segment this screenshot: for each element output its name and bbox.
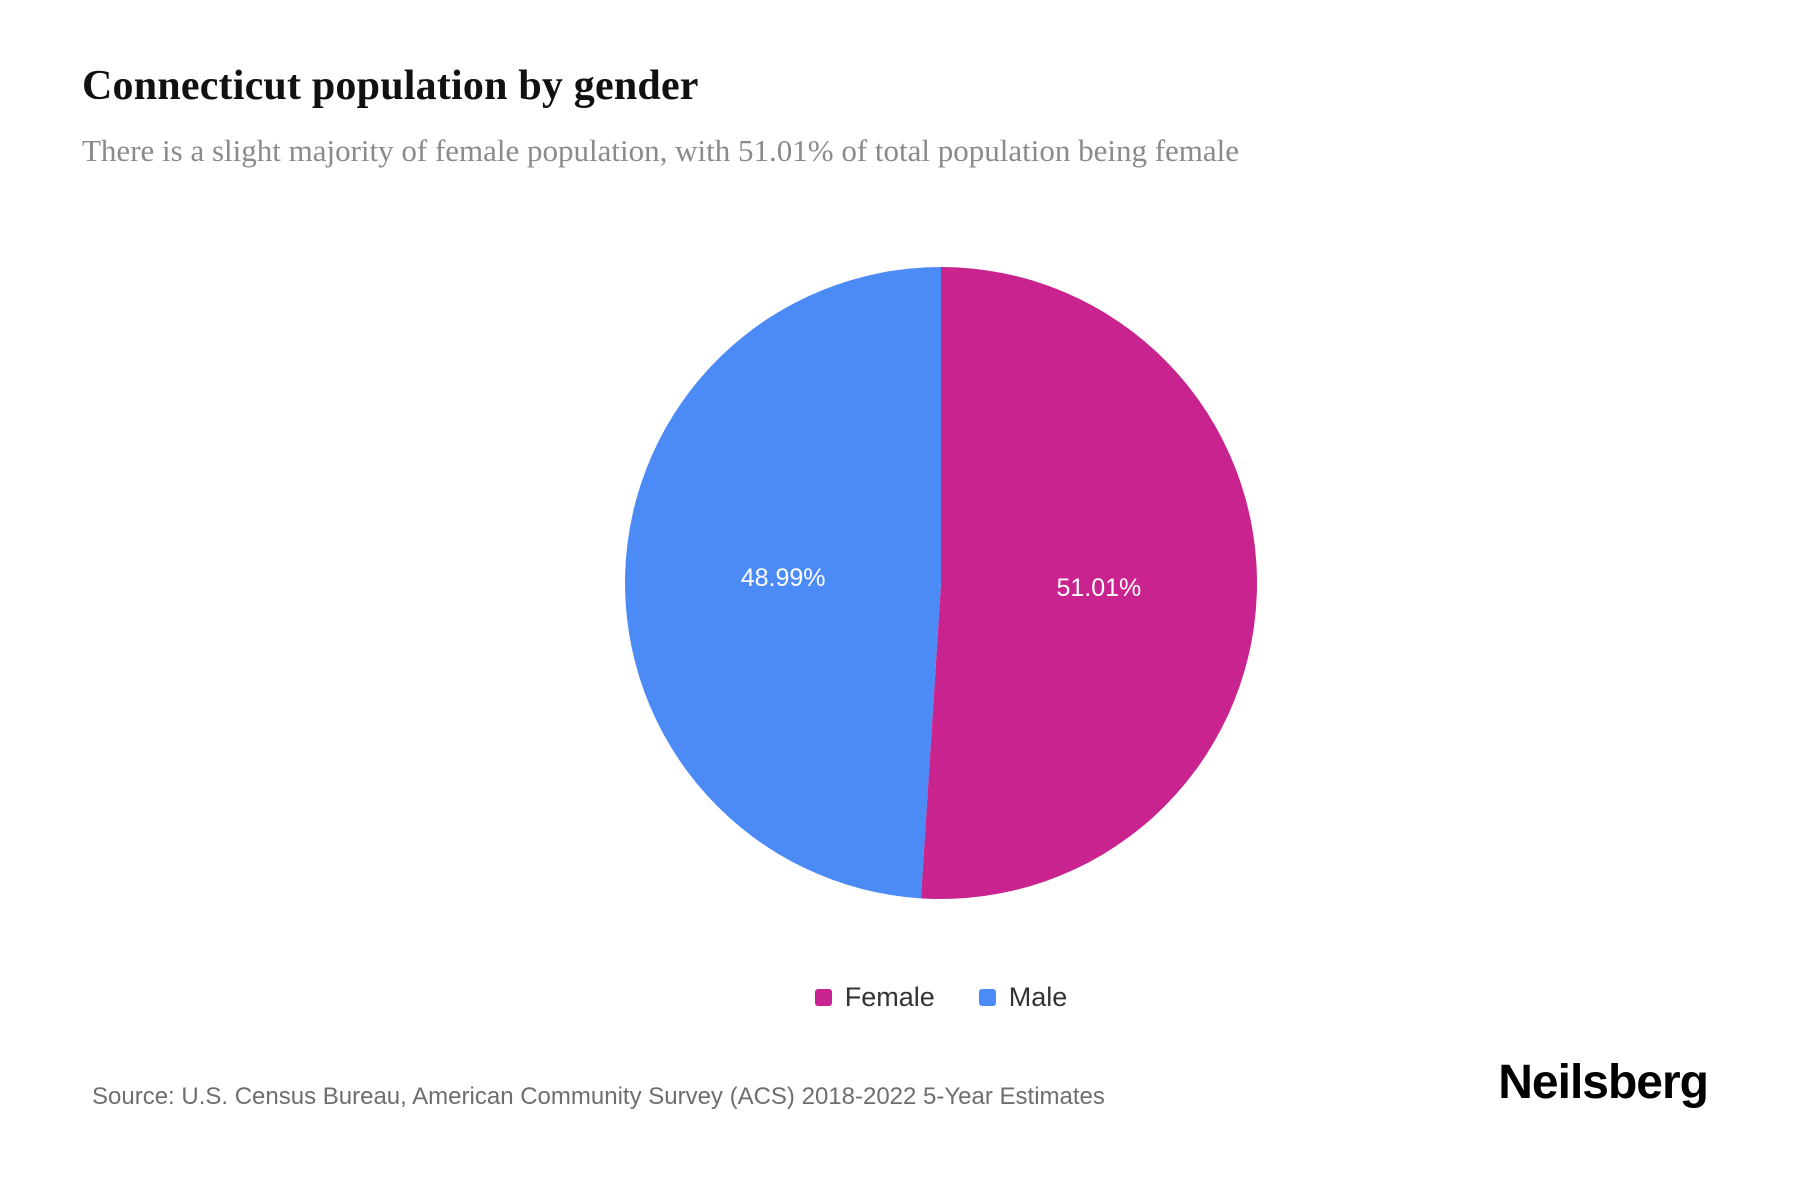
pie-chart: 51.01% 48.99% (621, 263, 1261, 903)
chart-subtitle: There is a slight majority of female pop… (82, 133, 1240, 168)
neilsberg-logo[interactable]: Neilsberg (1498, 1056, 1709, 1109)
pie-slice-female[interactable] (920, 267, 1257, 899)
legend-swatch-female (814, 989, 832, 1006)
legend-item-male[interactable]: Male (978, 982, 1068, 1013)
pie-slice-label-female: 51.01% (1057, 574, 1142, 602)
pie-chart-svg: 51.01% 48.99% (624, 267, 1257, 899)
pie-slice-male[interactable] (624, 267, 941, 899)
pie-slice-label-male: 48.99% (741, 564, 826, 592)
source-note: Source: U.S. Census Bureau, American Com… (92, 1083, 1105, 1110)
legend-swatch-male (978, 989, 996, 1006)
legend-item-female[interactable]: Female (814, 982, 935, 1013)
legend-label-female: Female (844, 982, 935, 1012)
chart-title: Connecticut population by gender (82, 63, 699, 109)
legend-label-male: Male (1008, 982, 1068, 1012)
chart-legend: Female Male (621, 982, 1261, 1013)
